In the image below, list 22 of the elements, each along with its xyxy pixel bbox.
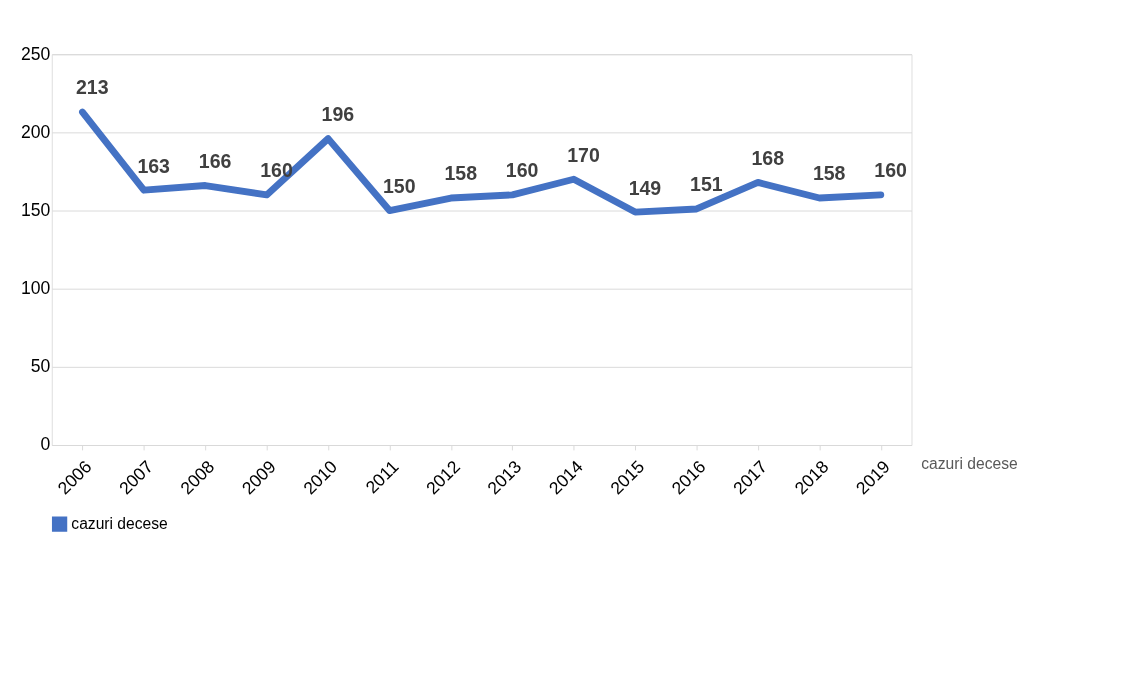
data-label: 160	[505, 159, 539, 182]
y-tick-label: 0	[40, 434, 51, 455]
legend-label: cazuri decese	[71, 515, 168, 533]
data-label: 158	[812, 162, 846, 185]
data-label: 158	[444, 162, 478, 185]
y-tick-label: 100	[20, 278, 51, 299]
data-label: 213	[75, 76, 109, 99]
data-label: 151	[690, 173, 723, 196]
data-label: 166	[198, 149, 232, 172]
data-label: 160	[260, 159, 293, 182]
data-label: 163	[137, 154, 171, 177]
y-tick-label: 200	[20, 121, 51, 142]
data-label: 196	[321, 103, 355, 126]
data-label: 150	[383, 174, 416, 197]
data-label: 168	[751, 146, 785, 169]
data-label: 149	[628, 176, 662, 199]
data-label: 170	[567, 143, 600, 166]
y-tick-label: 50	[30, 356, 51, 377]
data-label: 160	[874, 159, 907, 182]
y-tick-label: 150	[20, 199, 51, 220]
text: cazuri decese	[921, 455, 1018, 473]
y-tick-label: 250	[20, 43, 51, 64]
